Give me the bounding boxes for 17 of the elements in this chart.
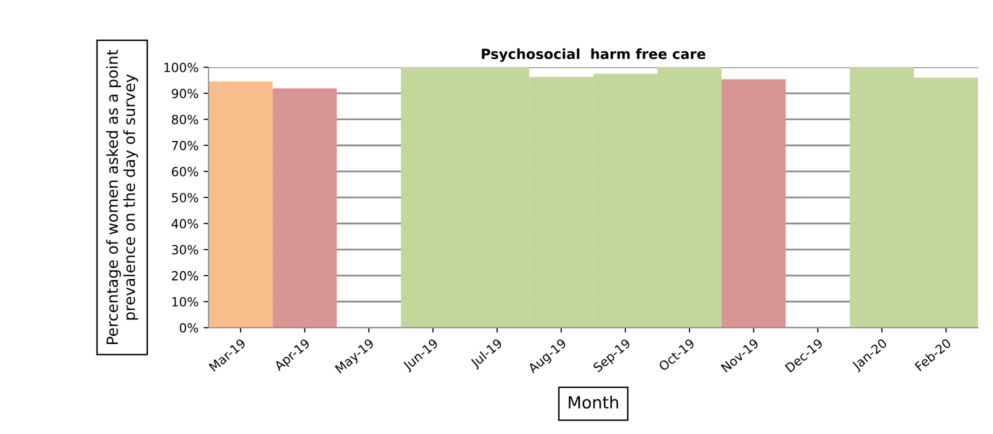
bar: [722, 79, 786, 328]
y-tick-label: 100%: [164, 62, 198, 72]
y-tick-label: 90%: [172, 88, 198, 98]
chart-title: Psychosocial harm free care: [482, 48, 706, 62]
y-tick-label: 60%: [172, 166, 198, 176]
y-tick-label: 30%: [172, 245, 198, 254]
y-tick-label: 80%: [172, 114, 198, 124]
y-tick-label: 40%: [172, 218, 198, 228]
x-axis-title: Month: [568, 396, 618, 409]
y-tick-label: 50%: [172, 192, 198, 202]
y-tick-label: 0%: [180, 323, 198, 333]
y-tick-label: 20%: [172, 271, 198, 281]
bar: [208, 81, 273, 328]
y-axis-title: Percentage of women asked as a point prevalence on the day of survey: [106, 50, 138, 344]
y-tick-label: 10%: [172, 297, 198, 307]
bar: [272, 88, 337, 328]
y-tick-label: 70%: [172, 140, 198, 150]
